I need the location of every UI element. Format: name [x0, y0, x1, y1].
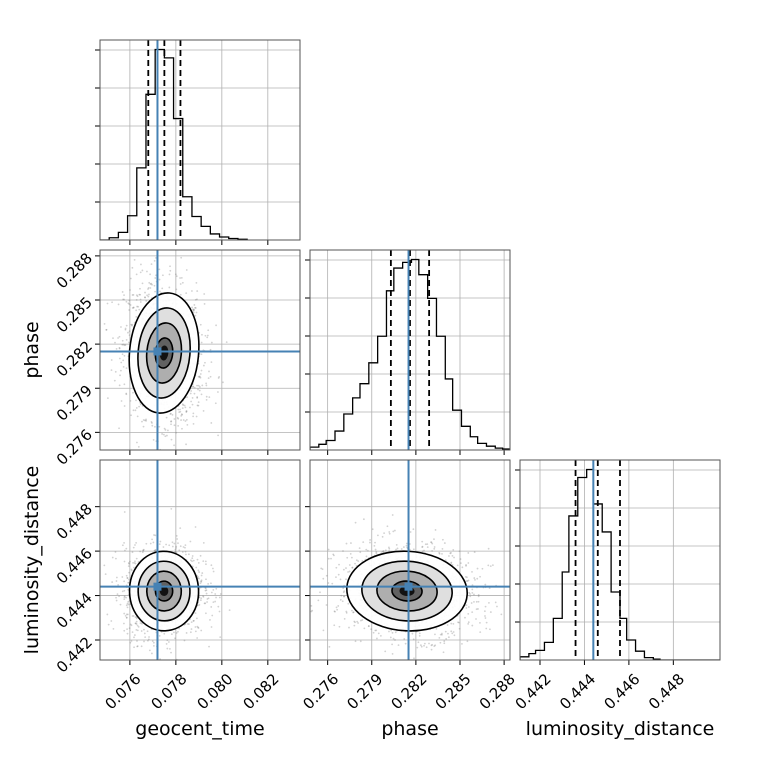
- x-tick-label-phase: 0.276: [299, 670, 342, 713]
- joint-panel-phase-vs-luminosity_distance: 0.276 0.279 0.282 0.285 0.288: [299, 459, 519, 713]
- x-tick-label-geocent_time: 0.076: [102, 670, 145, 713]
- density-peak: [159, 586, 169, 597]
- y-tick-label-phase: 0.279: [53, 382, 96, 425]
- x-tick-label-luminosity_distance: 0.442: [512, 670, 555, 713]
- y-tick-label-phase: 0.276: [53, 426, 96, 469]
- histogram-phase: [310, 258, 510, 450]
- panel-frame: [99, 249, 301, 451]
- y-tick-label-phase: 0.285: [53, 293, 96, 336]
- truth-marker: [404, 582, 413, 591]
- x-tick-label-geocent_time: 0.080: [193, 670, 236, 713]
- x-tick-label-phase: 0.285: [432, 670, 475, 713]
- truth-marker: [153, 347, 162, 356]
- x-tick-label-phase: 0.288: [476, 670, 519, 713]
- x-tick-label-geocent_time: 0.078: [148, 670, 191, 713]
- marginal-panel-geocent_time: [95, 39, 301, 245]
- panel-frame: [309, 459, 511, 661]
- x-axis-label-geocent_time: geocent_time: [135, 718, 264, 740]
- panel-frame: [99, 39, 301, 241]
- density-peak: [159, 345, 169, 361]
- x-tick-label-luminosity_distance: 0.446: [601, 670, 644, 713]
- x-axis-label-phase: phase: [381, 718, 438, 740]
- y-tick-label-phase: 0.282: [53, 337, 96, 380]
- panel-frame: [99, 459, 301, 661]
- histogram-geocent_time: [100, 48, 248, 240]
- y-tick-label-phase: 0.288: [53, 249, 96, 292]
- y-tick-label-luminosity_distance: 0.448: [53, 500, 96, 543]
- x-axis-label-luminosity_distance: luminosity_distance: [526, 718, 715, 740]
- y-tick-label-luminosity_distance: 0.444: [53, 589, 96, 632]
- x-tick-label-luminosity_distance: 0.444: [556, 670, 599, 713]
- x-tick-label-geocent_time: 0.082: [239, 670, 282, 713]
- x-tick-label-luminosity_distance: 0.448: [645, 670, 688, 713]
- y-axis-label-luminosity_distance: luminosity_distance: [21, 466, 43, 655]
- x-tick-label-phase: 0.282: [388, 670, 431, 713]
- histogram-luminosity_distance: [520, 468, 720, 660]
- panel-frame: [309, 249, 511, 451]
- truth-marker: [153, 582, 162, 591]
- x-tick-label-phase: 0.279: [343, 670, 386, 713]
- marginal-panel-luminosity_distance: 0.442 0.444 0.446 0.448: [512, 459, 721, 713]
- y-tick-label-luminosity_distance: 0.446: [53, 544, 96, 587]
- y-tick-label-luminosity_distance: 0.442: [53, 633, 96, 676]
- y-axis-label-phase: phase: [21, 321, 43, 378]
- panel-frame: [519, 459, 721, 661]
- marginal-panel-phase: [305, 249, 511, 455]
